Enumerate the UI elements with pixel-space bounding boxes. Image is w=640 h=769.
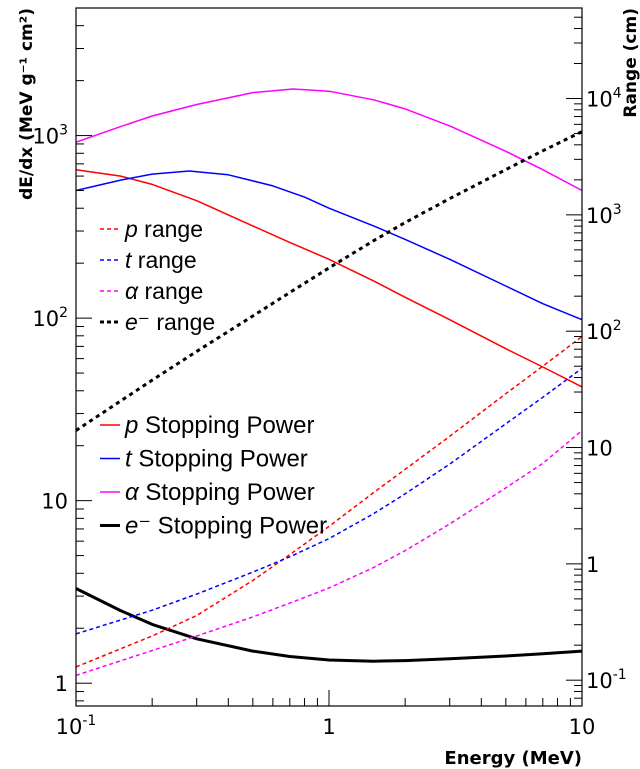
legend-label: α range xyxy=(125,278,203,304)
legend-label: t Stopping Power xyxy=(125,446,308,473)
y-right-tick-label: 10-1 xyxy=(586,667,627,693)
y-right-tick-label: 103 xyxy=(586,202,622,228)
legend-label: e⁻ range xyxy=(125,309,215,335)
series-e-minus-stopping-power xyxy=(75,587,583,663)
y-axis-left-title: dE/dx (MeV g⁻¹ cm²) xyxy=(17,8,37,200)
x-tick-label: 1 xyxy=(322,715,335,739)
series-t-range xyxy=(75,367,583,635)
series-p-range xyxy=(75,335,583,668)
y-right-tick-label: 10 xyxy=(586,437,613,461)
x-axis-title: Energy (MeV) xyxy=(444,748,582,769)
y-left-tick-label: 103 xyxy=(32,123,68,149)
legend-upper-left: p range t range α range e⁻ range xyxy=(100,216,215,335)
legend-label: p Stopping Power xyxy=(124,412,314,439)
y-left-tick-label: 1 xyxy=(55,672,68,696)
ticks-layer xyxy=(75,7,583,707)
legend-label: α Stopping Power xyxy=(125,479,315,506)
y-left-tick-label: 10 xyxy=(41,490,68,514)
series-alpha-range xyxy=(75,429,583,677)
tick-labels-layer: 10-1 1 10 1 10 102 103 10-1 1 10 102 103 104 xyxy=(32,86,626,739)
y-axis-right-title: Range (cm) xyxy=(621,8,640,118)
legend-middle-left: p Stopping Power t Stopping Power α Stoppi… xyxy=(100,412,327,540)
y-right-tick-label: 104 xyxy=(586,86,622,112)
series-t-stopping-power xyxy=(75,170,583,321)
y-left-tick-label: 102 xyxy=(32,305,68,331)
x-tick-label: 10 xyxy=(569,715,596,739)
legend-label: p range xyxy=(124,216,203,242)
legends-layer: p range t range α range e⁻ range p Stopping … xyxy=(100,216,327,540)
series-alpha-stopping-power xyxy=(75,88,583,192)
x-tick-label: 10-1 xyxy=(56,713,97,739)
series-p-stopping-power xyxy=(75,168,583,388)
legend-label: e⁻ Stopping Power xyxy=(125,513,327,540)
legend-label: t range xyxy=(125,247,197,273)
y-right-tick-label: 102 xyxy=(586,318,622,344)
curves-layer xyxy=(75,88,583,677)
plot-frame xyxy=(75,7,583,707)
y-right-tick-label: 1 xyxy=(586,553,599,577)
